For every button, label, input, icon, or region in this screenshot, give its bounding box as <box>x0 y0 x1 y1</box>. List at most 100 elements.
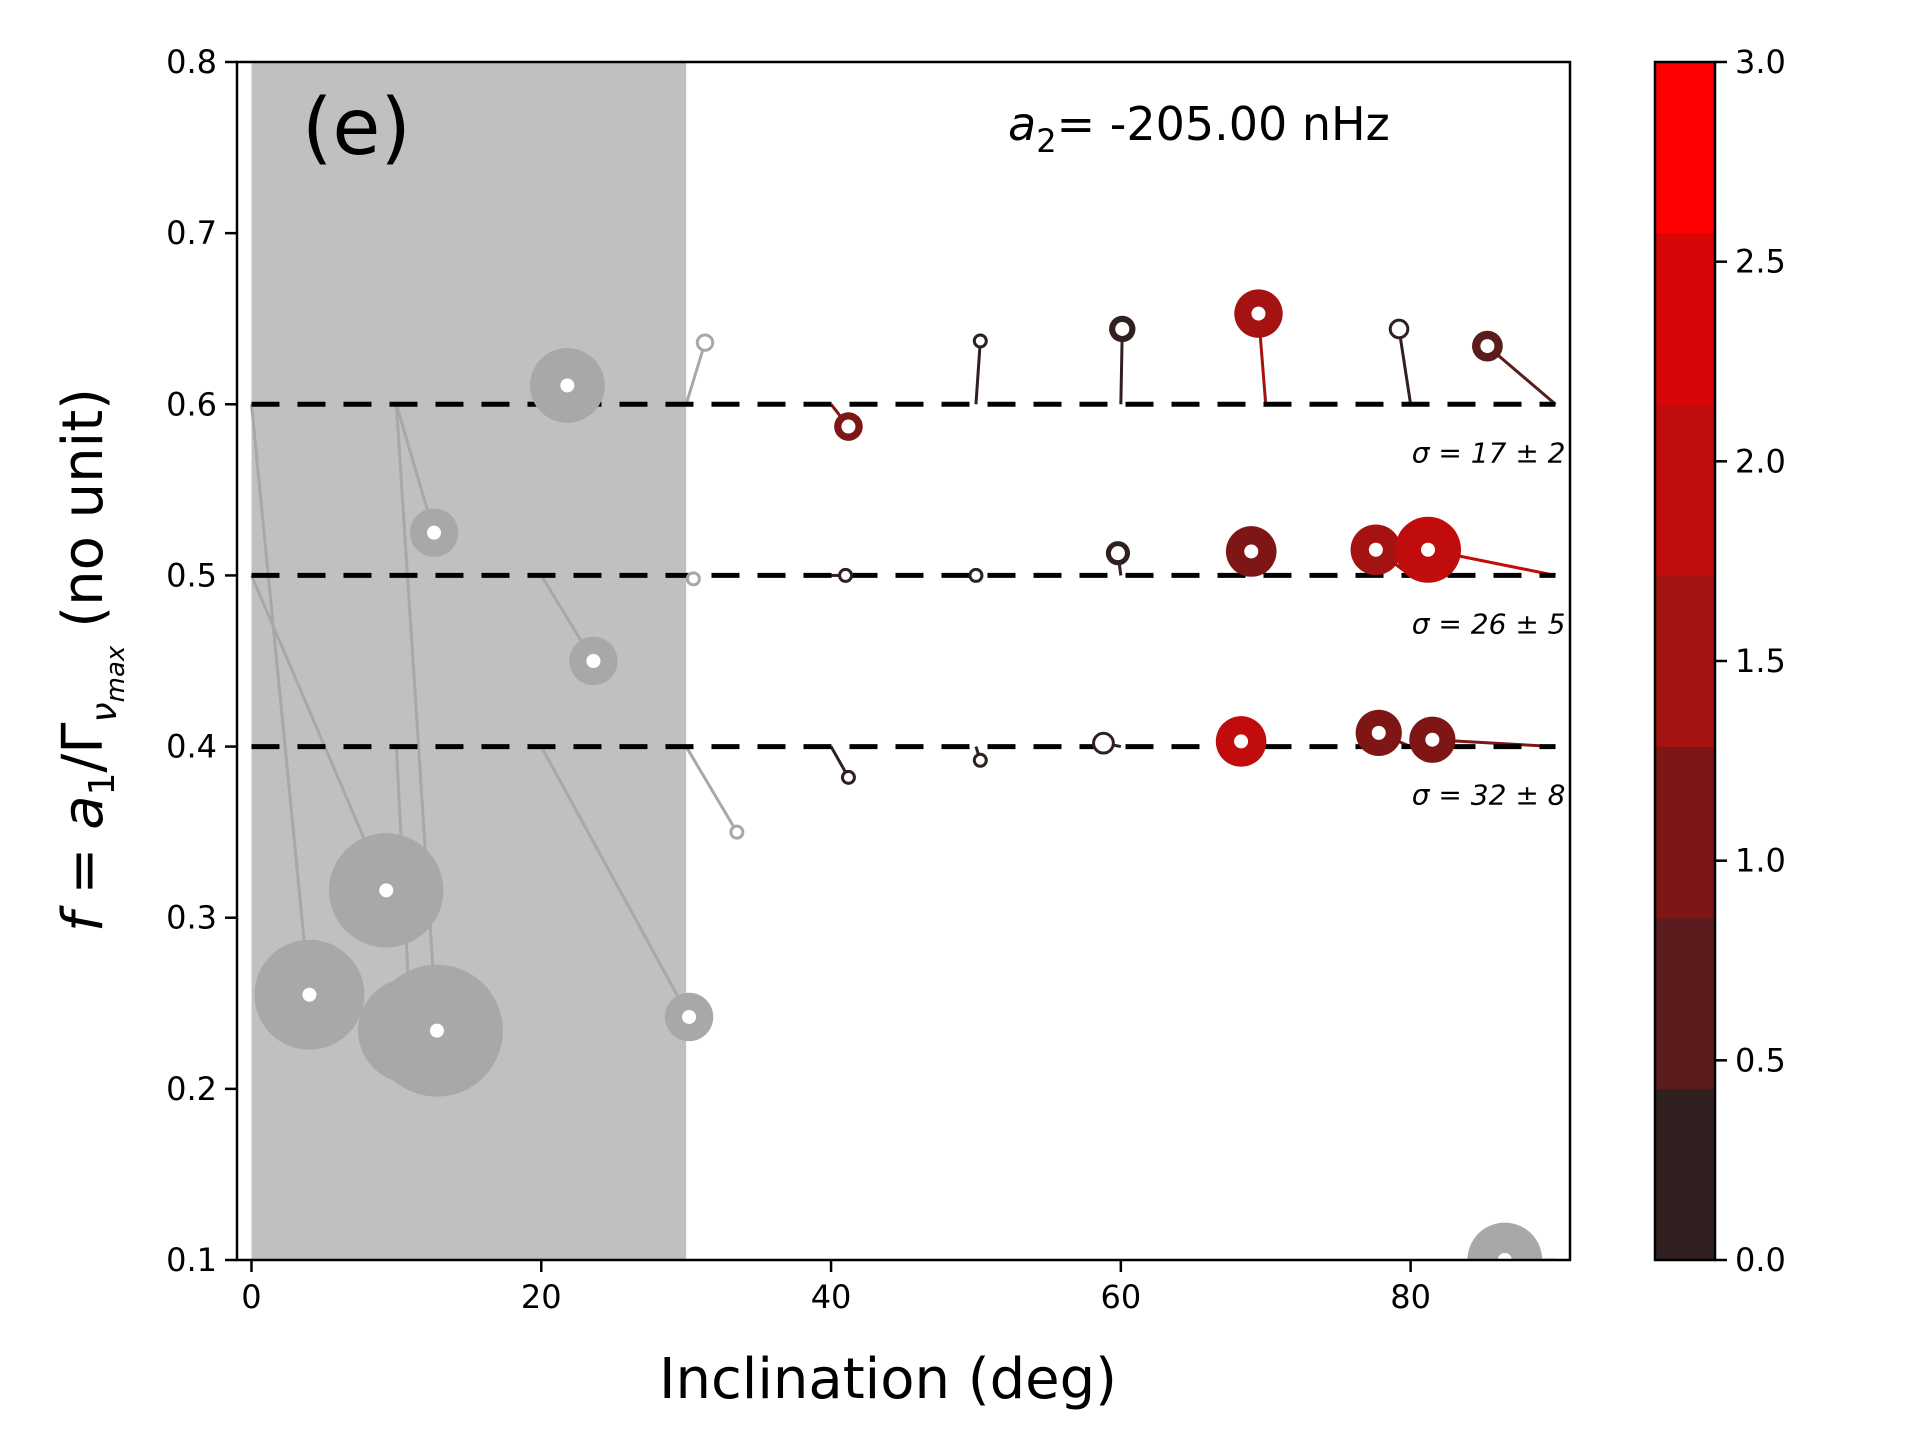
data-point <box>972 333 988 349</box>
y-axis-title-sub3: max <box>101 645 131 702</box>
y-axis-title-tail: (no unit) <box>51 388 116 628</box>
x-tick-label: 60 <box>1100 1278 1141 1316</box>
point-center <box>1497 1253 1512 1260</box>
colorbar-band <box>1655 575 1715 748</box>
y-axis-title-sub1: 1 <box>82 773 123 796</box>
point-ring <box>729 824 745 840</box>
point-center <box>1251 306 1266 321</box>
x-tick-label: 0 <box>241 1278 261 1316</box>
axes-frame <box>235 60 1572 1262</box>
point-center <box>1244 544 1259 559</box>
x-tick-label: 40 <box>811 1278 852 1316</box>
axis-ticks: 0 20 40 60 80 0.1 0.2 0.3 0.4 0.5 0.6 0.7 0.8 <box>166 43 1431 1316</box>
colorbar-tick-label: 3.0 <box>1735 43 1786 81</box>
data-point <box>1395 516 1462 583</box>
data-point <box>1105 541 1131 566</box>
point-ring <box>838 567 854 583</box>
data-point <box>840 769 856 785</box>
data-point <box>569 636 618 686</box>
data-point <box>254 939 365 1050</box>
y-axis-title: f = a1/Γνmax (no unit) <box>51 388 131 932</box>
colorbar-band <box>1655 62 1715 234</box>
offset-line <box>539 745 691 1018</box>
offset-line <box>974 340 982 405</box>
data-point <box>695 333 715 352</box>
colorbar-band <box>1655 917 1715 1090</box>
offset-line <box>249 404 311 995</box>
point-ring <box>972 752 988 768</box>
data-point <box>529 348 605 423</box>
y-tick-label: 0.8 <box>166 43 217 81</box>
point-ring <box>1092 731 1115 755</box>
y-tick-label: 0.2 <box>166 1070 217 1108</box>
a2-annotation-symbol: a <box>1008 97 1036 151</box>
point-center <box>427 525 442 540</box>
data-point <box>1355 709 1402 756</box>
data-point <box>838 567 854 583</box>
point-center <box>586 654 601 668</box>
sigma-label: σ = 17 ± 2 <box>1412 436 1566 469</box>
point-center <box>302 987 317 1002</box>
offset-line <box>684 745 739 833</box>
data-point <box>1109 315 1136 343</box>
reference-lines: σ = 17 ± 2 σ = 26 ± 5 σ = 32 ± 8 <box>251 401 1566 812</box>
colorbar-tick-label: 0.0 <box>1735 1241 1786 1279</box>
data-point <box>1467 1222 1543 1260</box>
x-tick-label: 20 <box>521 1278 562 1316</box>
data-point <box>968 567 984 583</box>
data-point <box>1234 289 1283 338</box>
point-center <box>1115 321 1130 336</box>
a2-annotation: a2= -205.00 nHz <box>1008 97 1390 160</box>
point-center <box>1425 732 1440 747</box>
point-center <box>379 883 394 898</box>
data-point <box>729 824 745 840</box>
a2-annotation-subscript: 2 <box>1036 122 1056 160</box>
point-center <box>1234 734 1249 749</box>
point-ring <box>840 769 856 785</box>
a2-annotation-value: = -205.00 nHz <box>1057 97 1390 151</box>
colorbar-band <box>1655 404 1715 576</box>
colorbar-band <box>1655 746 1715 919</box>
y-tick-label: 0.7 <box>166 214 217 252</box>
colorbar-tick-label: 1.5 <box>1735 642 1786 680</box>
point-center <box>1110 546 1125 561</box>
plot-frame <box>235 60 1572 1262</box>
point-center <box>1480 339 1495 354</box>
y-tick-label: 0.6 <box>166 385 217 423</box>
x-axis-title: Inclination (deg) <box>659 1347 1117 1412</box>
colorbar-band <box>1655 233 1715 405</box>
y-tick-label: 0.1 <box>166 1241 217 1279</box>
y-tick-label: 0.5 <box>166 556 217 594</box>
data-points <box>254 289 1543 1260</box>
data-point <box>972 752 988 768</box>
data-point <box>329 833 444 948</box>
data-point <box>1092 731 1115 755</box>
data-point <box>1409 716 1456 763</box>
point-center <box>682 1009 697 1024</box>
point-ring <box>1388 318 1410 340</box>
data-point <box>370 964 503 1097</box>
point-ring <box>968 567 984 583</box>
sigma-label: σ = 26 ± 5 <box>1412 607 1566 640</box>
sigma-label: σ = 32 ± 8 <box>1412 779 1566 812</box>
colorbar-band <box>1655 1088 1715 1261</box>
data-point <box>1350 524 1402 576</box>
colorbar-tick-label: 2.5 <box>1735 243 1786 281</box>
data-point <box>1225 526 1277 577</box>
point-ring <box>972 333 988 349</box>
y-tick-label: 0.4 <box>166 728 217 766</box>
y-axis-title-mid: /Γ <box>51 722 116 772</box>
offset-line <box>1397 328 1413 405</box>
point-center <box>1371 725 1386 740</box>
data-point <box>664 992 714 1042</box>
point-ring <box>685 571 701 587</box>
point-disc <box>1467 1222 1543 1260</box>
x-tick-label: 80 <box>1390 1278 1431 1316</box>
point-center <box>841 419 856 434</box>
point-ring <box>695 333 715 352</box>
y-axis-title-sub2: ν <box>84 702 125 722</box>
colorbar-tick-label: 1.0 <box>1735 842 1786 880</box>
panel-label: (e) <box>302 83 411 173</box>
